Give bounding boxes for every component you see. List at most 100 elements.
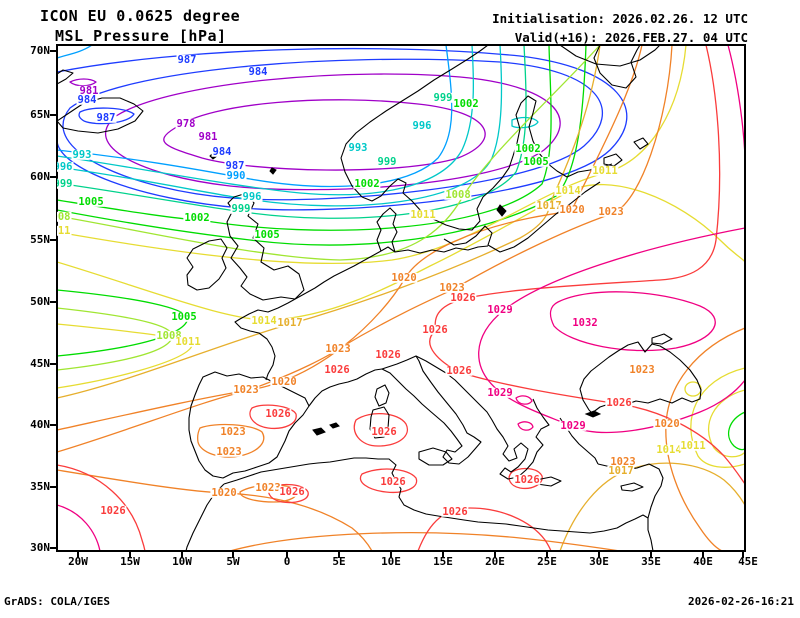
- isobar-label-1005: 1005: [170, 310, 198, 323]
- lon-tick-label: 45E: [738, 555, 758, 568]
- isobar-label-987: 987: [224, 159, 246, 172]
- lon-tick-label: 10E: [381, 555, 401, 568]
- isobar-label-1011: 1011: [591, 164, 619, 177]
- lon-tick-mark: [129, 551, 131, 558]
- isobar-label-1026: 1026: [379, 475, 407, 488]
- isobar-label-1023: 1023: [232, 383, 260, 396]
- lon-tick-label: 35E: [641, 555, 661, 568]
- lon-tick-mark: [546, 551, 548, 558]
- isobar-label-1023: 1023: [438, 281, 466, 294]
- lat-tick-mark: [50, 301, 57, 303]
- lon-tick-label: 5E: [332, 555, 346, 568]
- isobar-label-1017: 1017: [607, 464, 635, 477]
- isobar-label-993: 993: [347, 141, 369, 154]
- lon-tick-mark: [742, 551, 744, 558]
- lon-tick-label: 10W: [172, 555, 192, 568]
- lat-tick-mark: [50, 176, 57, 178]
- lon-tick-mark: [338, 551, 340, 558]
- isobar-label-1032: 1032: [571, 316, 599, 329]
- isobar-label-996: 996: [241, 190, 263, 203]
- isobar-label-981: 981: [78, 84, 100, 97]
- init-time: Initialisation: 2026.02.26. 12 UTC: [492, 11, 748, 26]
- isobar-label-1002: 1002: [353, 177, 381, 190]
- isobar-label-1026: 1026: [99, 504, 127, 517]
- isobar-label-999: 999: [376, 155, 398, 168]
- isobar-label-1014: 1014: [554, 184, 582, 197]
- lon-tick-label: 20E: [485, 555, 505, 568]
- lon-tick-label: 0: [283, 555, 291, 568]
- isobar-label-1005: 1005: [77, 195, 105, 208]
- isobar-label-1020: 1020: [558, 203, 586, 216]
- run-info: Initialisation: 2026.02.26. 12 UTC Valid(…: [492, 9, 748, 47]
- lat-tick-mark: [50, 424, 57, 426]
- isobar-label-1011: 1011: [174, 335, 202, 348]
- isobar-label-1002: 1002: [452, 97, 480, 110]
- isobar-label-984: 984: [211, 145, 233, 158]
- isobar-label-1005: 1005: [253, 228, 281, 241]
- isobar-label-1026: 1026: [421, 323, 449, 336]
- isobar-label-1026: 1026: [445, 364, 473, 377]
- lat-tick-label: 35N: [30, 480, 50, 493]
- isobar-label-1014: 1014: [655, 443, 683, 456]
- lon-tick-mark: [181, 551, 183, 558]
- valid-time: Valid(+16): 2026.FEB.27. 04 UTC: [514, 30, 748, 45]
- lon-tick-label: 5W: [226, 555, 240, 568]
- isobar-label-987: 987: [95, 111, 117, 124]
- isobar-label-1026: 1026: [513, 473, 541, 486]
- isobar-label-1026: 1026: [370, 425, 398, 438]
- isobar-label-1029: 1029: [486, 386, 514, 399]
- isobar-label-1026: 1026: [605, 396, 633, 409]
- isobar-label-1017: 1017: [276, 316, 304, 329]
- isobar-label-1014: 1014: [250, 314, 278, 327]
- isobar-label-1023: 1023: [609, 455, 637, 468]
- lat-tick-mark: [50, 50, 57, 52]
- isobar-label-1020: 1020: [653, 417, 681, 430]
- isobar-label-1008: 1008: [444, 188, 472, 201]
- isobar-label-1023: 1023: [628, 363, 656, 376]
- isobar-label-984: 984: [76, 93, 98, 106]
- isobar-label-1026: 1026: [264, 407, 292, 420]
- isobar-label-984: 984: [247, 65, 269, 78]
- lon-tick-mark: [702, 551, 704, 558]
- lat-tick-label: 45N: [30, 357, 50, 370]
- lon-tick-mark: [494, 551, 496, 558]
- isobar-labels-layer: 9879849819849879789819849879909939969991…: [57, 45, 745, 551]
- isobar-label-1023: 1023: [324, 342, 352, 355]
- isobar-label-1002: 1002: [183, 211, 211, 224]
- isobar-label-1017: 1017: [535, 199, 563, 212]
- isobar-label-993: 993: [71, 148, 93, 161]
- isobar-label-1020: 1020: [210, 486, 238, 499]
- isobar-label-1020: 1020: [390, 271, 418, 284]
- isobar-label-996: 996: [411, 119, 433, 132]
- lon-tick-label: 30E: [589, 555, 609, 568]
- lat-tick-mark: [50, 547, 57, 549]
- field-title: MSL Pressure [hPa]: [55, 27, 227, 45]
- lon-tick-label: 15W: [120, 555, 140, 568]
- lat-tick-mark: [50, 486, 57, 488]
- lat-tick-label: 70N: [30, 44, 50, 57]
- lon-tick-mark: [286, 551, 288, 558]
- isobar-label-1005: 1005: [522, 155, 550, 168]
- model-title: ICON EU 0.0625 degree: [40, 7, 241, 25]
- isobar-label-999: 999: [432, 91, 454, 104]
- lon-tick-label: 40E: [693, 555, 713, 568]
- isobar-label-987: 987: [176, 53, 198, 66]
- isobar-lines: [57, 45, 745, 551]
- isobar-label-1002: 1002: [514, 142, 542, 155]
- isobar-label-978: 978: [175, 117, 197, 130]
- isobar-label-1026: 1026: [278, 485, 306, 498]
- isobar-label-1023: 1023: [597, 205, 625, 218]
- creation-timestamp: 2026-02-26-16:21: [688, 595, 794, 608]
- lat-tick-label: 30N: [30, 541, 50, 554]
- lon-tick-mark: [390, 551, 392, 558]
- lon-tick-label: 15E: [433, 555, 453, 568]
- isobar-label-1008: 1008: [155, 329, 183, 342]
- lat-tick-label: 60N: [30, 170, 50, 183]
- isobar-label-1011: 1011: [409, 208, 437, 221]
- lat-tick-label: 50N: [30, 295, 50, 308]
- lon-tick-mark: [650, 551, 652, 558]
- isobar-label-1029: 1029: [559, 419, 587, 432]
- isobar-label-999: 999: [57, 179, 74, 189]
- isobar-label-1026: 1026: [323, 363, 351, 376]
